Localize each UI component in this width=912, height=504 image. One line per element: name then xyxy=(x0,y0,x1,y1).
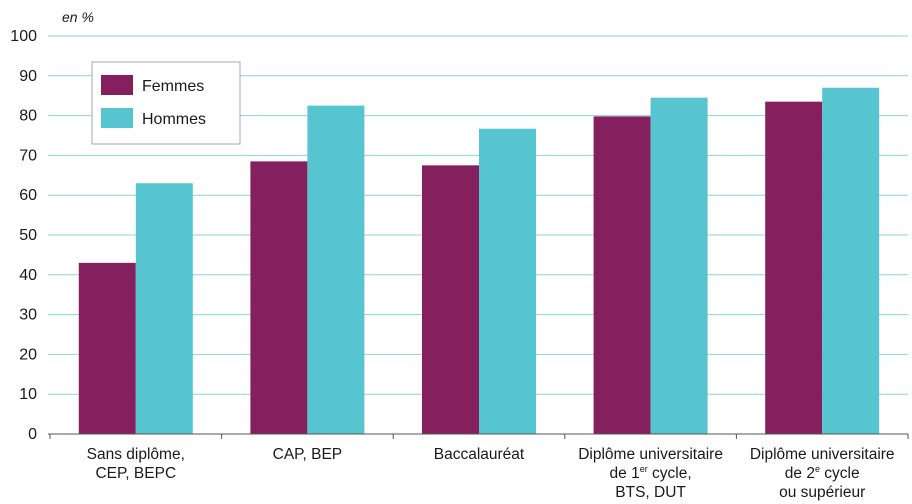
bar-hommes-5 xyxy=(822,87,880,435)
y-tick-label: 50 xyxy=(19,227,37,244)
x-tick-label: CAP, BEP xyxy=(273,446,343,463)
bar-femmes-4 xyxy=(593,116,651,435)
x-tick-label: Diplôme universitaire de 1er cycle, BTS, D… xyxy=(578,446,723,501)
bar-hommes-4 xyxy=(650,97,708,434)
bar-femmes-1 xyxy=(78,262,136,434)
x-tick-label: Sans diplôme, CEP, BEPC xyxy=(87,446,185,482)
legend-label-hommes: Hommes xyxy=(142,111,206,128)
y-tick-label: 20 xyxy=(19,346,37,363)
y-tick-label: 60 xyxy=(19,187,37,204)
y-tick-label: 90 xyxy=(19,68,37,85)
bars xyxy=(78,87,880,435)
x-axis xyxy=(48,433,909,439)
bar-hommes-1 xyxy=(135,183,193,434)
y-tick-label: 70 xyxy=(19,147,37,164)
y-tick-label: 10 xyxy=(19,386,37,403)
bar-femmes-3 xyxy=(422,165,479,434)
y-axis-unit-label: en % xyxy=(62,9,94,25)
y-tick-label: 100 xyxy=(10,28,37,45)
x-tick-label: Baccalauréat xyxy=(434,446,525,463)
bar-hommes-2 xyxy=(307,105,365,435)
x-axis-tick-labels: Sans diplôme, CEP, BEPC CAP, BEP Baccalauré… xyxy=(87,446,895,501)
bar-hommes-3 xyxy=(479,128,536,434)
bar-femmes-2 xyxy=(250,161,308,434)
legend-box xyxy=(91,61,241,145)
legend-swatch-femmes xyxy=(101,75,133,95)
legend: Femmes Hommes xyxy=(91,61,241,145)
y-tick-label: 80 xyxy=(19,108,37,125)
x-tick-label: Diplôme universitaire de 2e cycle ou supér… xyxy=(750,446,895,501)
legend-swatch-hommes xyxy=(101,108,133,128)
legend-label-femmes: Femmes xyxy=(142,78,204,95)
y-tick-label: 40 xyxy=(19,267,37,284)
bar-femmes-5 xyxy=(765,101,823,435)
y-axis-ticks: 0 10 20 30 40 50 60 70 80 90 100 xyxy=(10,28,37,443)
y-tick-label: 30 xyxy=(19,307,37,324)
y-tick-label: 0 xyxy=(28,426,37,443)
